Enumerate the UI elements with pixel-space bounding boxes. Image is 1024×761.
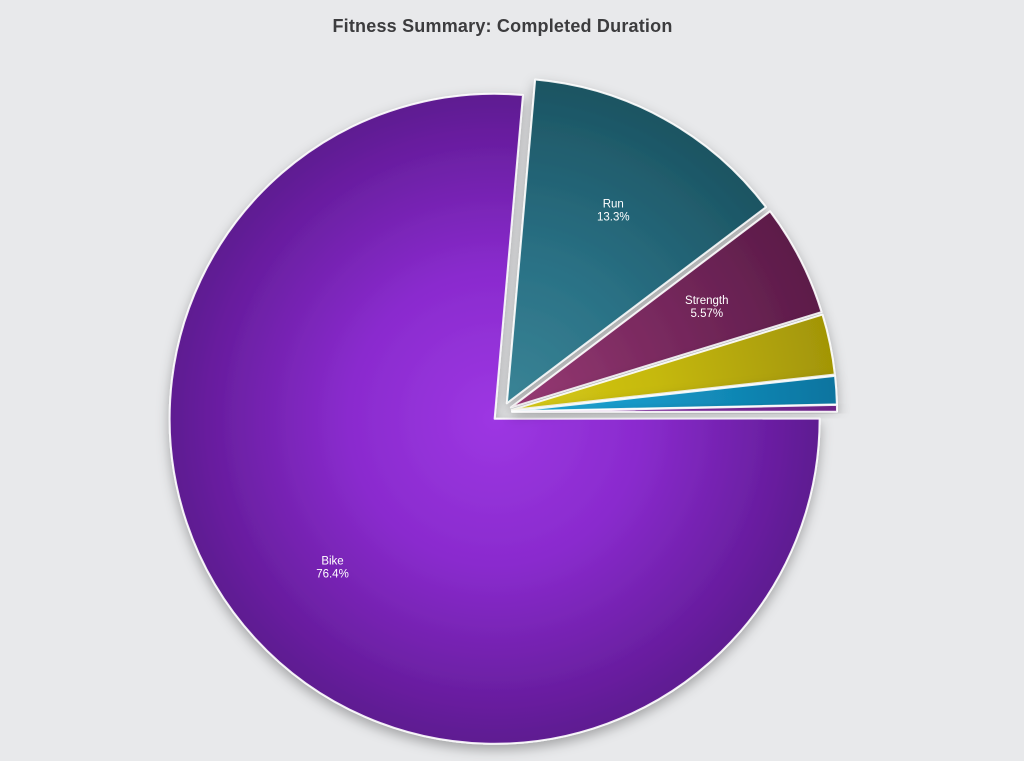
slice-label-name: Strength (685, 295, 728, 307)
pie-slice-unlabeled-3[interactable] (510, 313, 836, 411)
pie-slice-unlabeled-5[interactable] (511, 403, 838, 413)
pie-slice-bike[interactable] (168, 92, 821, 745)
slice-label-percent: 13.3% (597, 212, 630, 224)
slice-label-percent: 5.57% (690, 308, 723, 320)
slice-label-name: Bike (321, 555, 343, 567)
pie-slice-strength[interactable] (509, 210, 823, 409)
slice-label-name: Run (603, 199, 624, 211)
chart-title: Fitness Summary: Completed Duration (332, 16, 673, 36)
slice-label-percent: 76.4% (316, 568, 349, 580)
pie-slice-run[interactable] (505, 78, 767, 405)
